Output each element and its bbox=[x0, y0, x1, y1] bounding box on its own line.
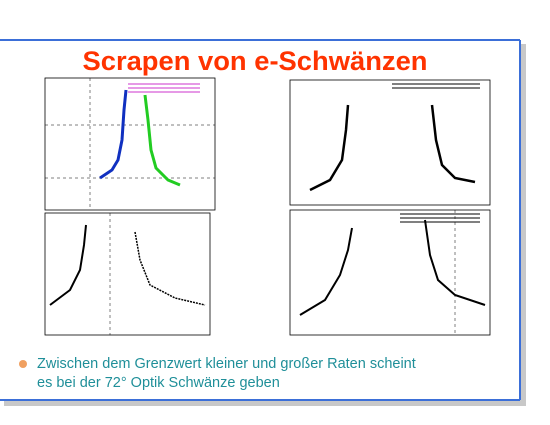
slide-title: Scrapen von e-Schwänzen bbox=[83, 46, 428, 76]
bullet-marker bbox=[19, 360, 27, 368]
plot-bottom-right bbox=[289, 209, 491, 336]
plot-top-left bbox=[44, 77, 216, 211]
bullet-text: es bei der 72° Optik Schwänze geben bbox=[37, 375, 280, 391]
bullet-text: Zwischen dem Grenzwert kleiner und große… bbox=[37, 356, 416, 372]
slide-background bbox=[0, 40, 520, 400]
plot-top-right bbox=[289, 79, 491, 206]
plot-bottom-left bbox=[44, 212, 211, 336]
